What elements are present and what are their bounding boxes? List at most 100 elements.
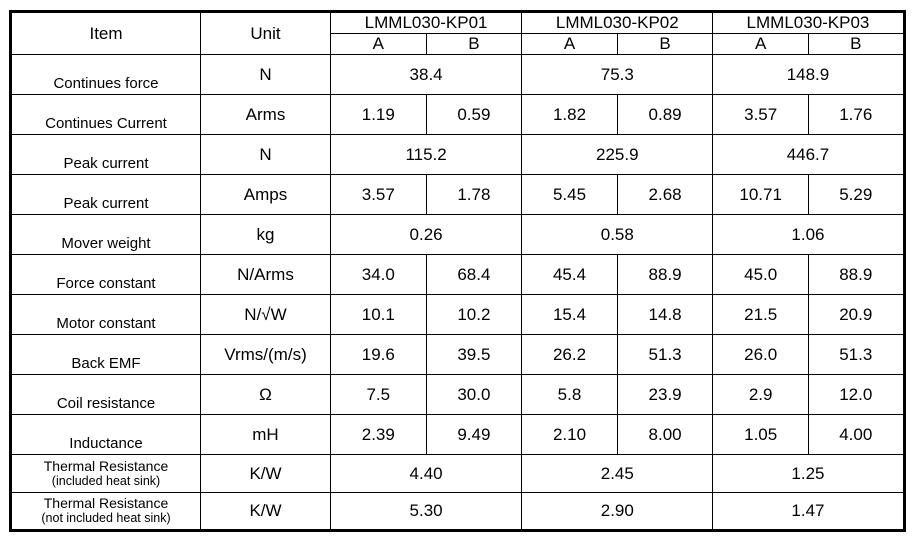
row-item-sub: (not included heat sink) xyxy=(41,511,171,525)
value-cell: 10.2 xyxy=(425,294,523,335)
row-unit: N xyxy=(200,134,331,175)
header-variant: B xyxy=(425,33,523,55)
value-cell: 115.2 xyxy=(329,134,523,175)
row-unit: kg xyxy=(200,214,331,255)
row-item-label: Peak current xyxy=(10,174,201,215)
row-unit: Arms xyxy=(200,94,331,135)
value-cell: 1.78 xyxy=(425,174,523,215)
value-cell: 0.59 xyxy=(425,94,523,135)
value-cell: 30.0 xyxy=(425,374,523,415)
row-item-label: Force constant xyxy=(10,254,201,295)
header-model-kp03: LMML030-KP03 xyxy=(712,11,905,34)
row-item-label: Coil resistance xyxy=(10,374,201,415)
row-item-label: Continues Current xyxy=(10,94,201,135)
header-row-models: Item Unit LMML030-KP01 LMML030-KP02 LMML… xyxy=(10,11,905,55)
value-cell: 148.9 xyxy=(712,54,905,95)
value-cell: 34.0 xyxy=(330,254,427,295)
value-cell: 0.26 xyxy=(329,214,523,255)
table-row: Continues force N 38.4 75.3 148.9 xyxy=(10,54,905,95)
value-cell: 5.30 xyxy=(329,492,523,531)
value-cell: 4.00 xyxy=(807,414,905,455)
value-cell: 1.25 xyxy=(712,454,905,493)
value-cell: 0.89 xyxy=(616,94,714,135)
header-variant: B xyxy=(807,33,905,55)
value-cell: 51.3 xyxy=(616,334,714,375)
spec-table: Item Unit LMML030-KP01 LMML030-KP02 LMML… xyxy=(9,10,906,532)
value-cell: 12.0 xyxy=(807,374,905,415)
value-cell: 0.58 xyxy=(521,214,714,255)
spec-table-wrapper: Item Unit LMML030-KP01 LMML030-KP02 LMML… xyxy=(9,10,906,532)
table-row: Back EMF Vrms/(m/s) 19.6 39.5 26.2 51.3 26.0 51… xyxy=(10,334,905,375)
value-cell: 2.68 xyxy=(616,174,714,215)
value-cell: 39.5 xyxy=(425,334,523,375)
table-row: Force constant N/Arms 34.0 68.4 45.4 88.9 45.0… xyxy=(10,254,905,295)
value-cell: 26.2 xyxy=(521,334,618,375)
value-cell: 1.06 xyxy=(712,214,905,255)
value-cell: 2.45 xyxy=(521,454,714,493)
value-cell: 10.71 xyxy=(712,174,809,215)
value-cell: 88.9 xyxy=(616,254,714,295)
table-row: Peak current N 115.2 225.9 446.7 xyxy=(10,134,905,175)
row-unit: K/W xyxy=(200,492,331,531)
value-cell: 2.39 xyxy=(330,414,427,455)
value-cell: 2.10 xyxy=(521,414,618,455)
value-cell: 51.3 xyxy=(807,334,905,375)
value-cell: 446.7 xyxy=(712,134,905,175)
row-item-label: Continues force xyxy=(10,54,201,95)
table-row: Thermal Resistance (not included heat sin… xyxy=(10,492,905,531)
row-item-sub: (included heat sink) xyxy=(51,473,161,488)
row-item-label: Inductance xyxy=(10,414,201,455)
row-unit: Vrms/(m/s) xyxy=(200,334,331,375)
header-variant: A xyxy=(330,33,427,55)
value-cell: 4.40 xyxy=(329,454,523,493)
row-item-main: Thermal Resistance xyxy=(43,457,169,474)
value-cell: 1.47 xyxy=(712,492,905,531)
row-item-label: Motor constant xyxy=(10,294,201,335)
table-row: Continues Current Arms 1.19 0.59 1.82 0.89 3.5… xyxy=(10,94,905,135)
row-item-label: Thermal Resistance (included heat sink) xyxy=(10,454,201,493)
row-item-label: Peak current xyxy=(10,134,201,175)
value-cell: 1.05 xyxy=(712,414,809,455)
value-cell: 5.45 xyxy=(521,174,618,215)
row-unit: N xyxy=(200,54,331,95)
value-cell: 225.9 xyxy=(521,134,714,175)
row-item-label: Thermal Resistance (not included heat sin… xyxy=(10,492,201,531)
table-row: Peak current Amps 3.57 1.78 5.45 2.68 10.71 5.2… xyxy=(10,174,905,215)
value-cell: 5.29 xyxy=(807,174,905,215)
table-row: Inductance mH 2.39 9.49 2.10 8.00 1.05 4.00 xyxy=(10,414,905,455)
value-cell: 14.8 xyxy=(616,294,714,335)
header-variant: A xyxy=(521,33,618,55)
row-unit: Amps xyxy=(200,174,331,215)
table-row: Thermal Resistance (included heat sink) K/… xyxy=(10,454,905,493)
value-cell: 3.57 xyxy=(712,94,809,135)
table-row: Motor constant N/√W 10.1 10.2 15.4 14.8 21.5 20… xyxy=(10,294,905,335)
spec-table-body: Item Unit LMML030-KP01 LMML030-KP02 LMML… xyxy=(10,11,905,531)
header-variant: A xyxy=(712,33,809,55)
value-cell: 26.0 xyxy=(712,334,809,375)
header-unit: Unit xyxy=(200,11,331,55)
value-cell: 68.4 xyxy=(425,254,523,295)
value-cell: 1.82 xyxy=(521,94,618,135)
row-item-main: Thermal Resistance xyxy=(43,495,169,511)
value-cell: 9.49 xyxy=(425,414,523,455)
value-cell: 45.0 xyxy=(712,254,809,295)
row-item-label: Back EMF xyxy=(10,334,201,375)
row-unit: Ω xyxy=(200,374,331,415)
value-cell: 45.4 xyxy=(521,254,618,295)
value-cell: 88.9 xyxy=(807,254,905,295)
row-unit: mH xyxy=(200,414,331,455)
value-cell: 38.4 xyxy=(329,54,523,95)
row-unit: N/√W xyxy=(200,294,331,335)
value-cell: 7.5 xyxy=(330,374,427,415)
value-cell: 23.9 xyxy=(616,374,714,415)
value-cell: 21.5 xyxy=(712,294,809,335)
value-cell: 1.19 xyxy=(330,94,427,135)
value-cell: 5.8 xyxy=(521,374,618,415)
header-model-kp01: LMML030-KP01 xyxy=(329,11,523,34)
value-cell: 20.9 xyxy=(807,294,905,335)
header-variant: B xyxy=(616,33,714,55)
value-cell: 10.1 xyxy=(330,294,427,335)
row-item-label: Mover weight xyxy=(10,214,201,255)
row-unit: N/Arms xyxy=(200,254,331,295)
table-row: Mover weight kg 0.26 0.58 1.06 xyxy=(10,214,905,255)
